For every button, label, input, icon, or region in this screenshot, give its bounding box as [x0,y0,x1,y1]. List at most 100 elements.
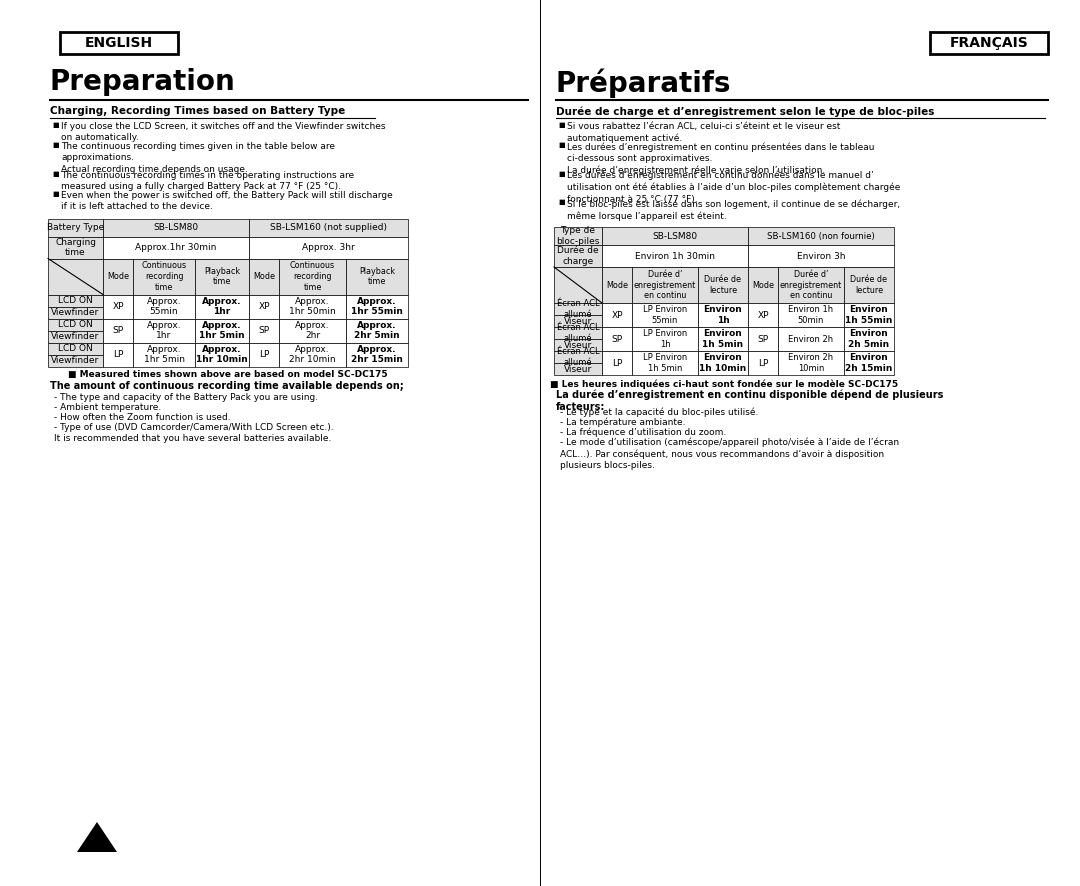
Text: SB-LSM80: SB-LSM80 [153,223,199,232]
Text: The continuous recording times in the operating instructions are
measured using : The continuous recording times in the op… [60,170,354,191]
Text: Approx.
2hr 5min: Approx. 2hr 5min [354,321,400,340]
Text: ENGLISH: ENGLISH [85,36,153,50]
Text: LP: LP [758,359,768,368]
Text: Environ 2h
10min: Environ 2h 10min [788,354,834,373]
Text: Viewfinder: Viewfinder [52,308,99,317]
Text: Approx.
1hr: Approx. 1hr [202,297,242,316]
Text: - Ambient temperature.: - Ambient temperature. [54,402,161,411]
Text: - La fréquence d’utilisation du zoom.: - La fréquence d’utilisation du zoom. [561,427,726,437]
Text: SP: SP [112,326,123,335]
Text: ■: ■ [558,199,565,205]
Bar [48,318,103,330]
Bar [554,303,602,315]
Bar [249,219,408,237]
Bar [279,318,346,343]
Polygon shape [77,822,117,852]
Text: Durée de
charge: Durée de charge [557,246,598,266]
Text: - How often the Zoom function is used.: - How often the Zoom function is used. [54,413,231,422]
Bar [279,294,346,318]
Bar [632,303,698,327]
Bar [602,227,748,245]
Text: Durée d’
enregistrement
en continu: Durée d’ enregistrement en continu [634,269,697,300]
Bar [748,351,778,375]
Text: Environ 1h
50min: Environ 1h 50min [788,305,834,325]
Text: ■: ■ [52,190,58,197]
Bar [748,327,778,351]
Text: LP Environ
55min: LP Environ 55min [643,305,687,325]
Text: Battery Type: Battery Type [46,223,104,232]
Text: Les durées d’enregistrement en continu présentées dans le tableau
ci-dessous son: Les durées d’enregistrement en continu p… [567,142,875,175]
Bar [103,343,133,367]
Text: Approx.1hr 30min: Approx.1hr 30min [135,243,217,252]
Text: Approx.
1hr 5min: Approx. 1hr 5min [199,321,245,340]
Bar [48,259,103,294]
Bar [632,351,698,375]
Text: La durée d’enregistrement en continu disponible dépend de plusieurs
facteurs:: La durée d’enregistrement en continu dis… [556,389,943,412]
Text: Approx.
1hr 10min: Approx. 1hr 10min [197,345,248,364]
Text: Continuous
recording
time: Continuous recording time [289,261,335,291]
Text: Écran ACL
allumé: Écran ACL allumé [556,323,599,343]
Text: - Le mode d’utilisation (caméscope/appareil photo/visée à l’aide de l’écran
ACL…: - Le mode d’utilisation (caméscope/appar… [561,437,900,470]
Bar [778,327,843,351]
Bar [602,267,632,303]
Text: LP Environ
1h: LP Environ 1h [643,329,687,349]
Text: Durée de charge et d’enregistrement selon le type de bloc-piles: Durée de charge et d’enregistrement selo… [556,106,934,116]
Text: SP: SP [757,335,769,344]
Text: Playback
time: Playback time [204,267,240,286]
Bar [698,267,748,303]
Bar [195,343,249,367]
Text: Environ
2h 15min: Environ 2h 15min [846,354,893,373]
Text: Approx.
2hr 15min: Approx. 2hr 15min [351,345,403,364]
Text: XP: XP [112,302,124,311]
Text: ■: ■ [558,142,565,148]
Text: Continuous
recording
time: Continuous recording time [141,261,187,291]
Bar [133,259,195,294]
Text: Environ
1h: Environ 1h [704,305,742,325]
Text: SP: SP [611,335,622,344]
Bar [103,259,133,294]
Text: - Type of use (DVD Camcorder/Camera/With LCD Screen etc.).
It is recommended tha: - Type of use (DVD Camcorder/Camera/With… [54,423,334,443]
Text: Approx.
1hr 55min: Approx. 1hr 55min [351,297,403,316]
Bar [346,343,408,367]
Text: Mode: Mode [752,281,774,290]
Bar [195,294,249,318]
Bar [195,259,249,294]
Text: Approx. 3hr: Approx. 3hr [302,243,355,252]
Text: - Le type et la capacité du bloc-piles utilisé.: - Le type et la capacité du bloc-piles u… [561,407,758,416]
Text: 22: 22 [89,835,106,849]
Bar [554,315,602,327]
Text: XP: XP [757,310,769,320]
Text: The continuous recording times given in the table below are
approximations.
Actu: The continuous recording times given in … [60,142,335,174]
Bar [554,327,602,339]
Text: Even when the power is switched off, the Battery Pack will still discharge
if it: Even when the power is switched off, the… [60,190,393,211]
Bar [554,351,602,363]
Bar [602,303,632,327]
Text: Durée d’
enregistrement
en continu: Durée d’ enregistrement en continu [780,269,842,300]
Text: LCD ON: LCD ON [58,296,93,305]
Bar [554,363,602,375]
Bar [103,294,133,318]
Bar [778,303,843,327]
Text: Viseur: Viseur [564,340,592,349]
Bar [843,327,894,351]
Bar [698,327,748,351]
Text: Viseur: Viseur [564,364,592,374]
Text: Durée de
lecture: Durée de lecture [704,276,742,295]
Bar [554,339,602,351]
Bar [133,343,195,367]
Text: - La température ambiante.: - La température ambiante. [561,417,686,426]
Bar [346,318,408,343]
Bar [554,245,602,267]
Bar [632,327,698,351]
Text: LP: LP [112,350,123,359]
Bar [346,294,408,318]
Bar [632,267,698,303]
Text: Mode: Mode [606,281,627,290]
Text: SB-LSM160 (not supplied): SB-LSM160 (not supplied) [270,223,387,232]
Bar [748,303,778,327]
Text: Viewfinder: Viewfinder [52,356,99,365]
Bar [48,343,103,354]
Text: Environ
1h 5min: Environ 1h 5min [702,329,743,349]
Text: Approx.
1hr 5min: Approx. 1hr 5min [144,345,185,364]
Text: Approx.
1hr: Approx. 1hr [147,321,181,340]
